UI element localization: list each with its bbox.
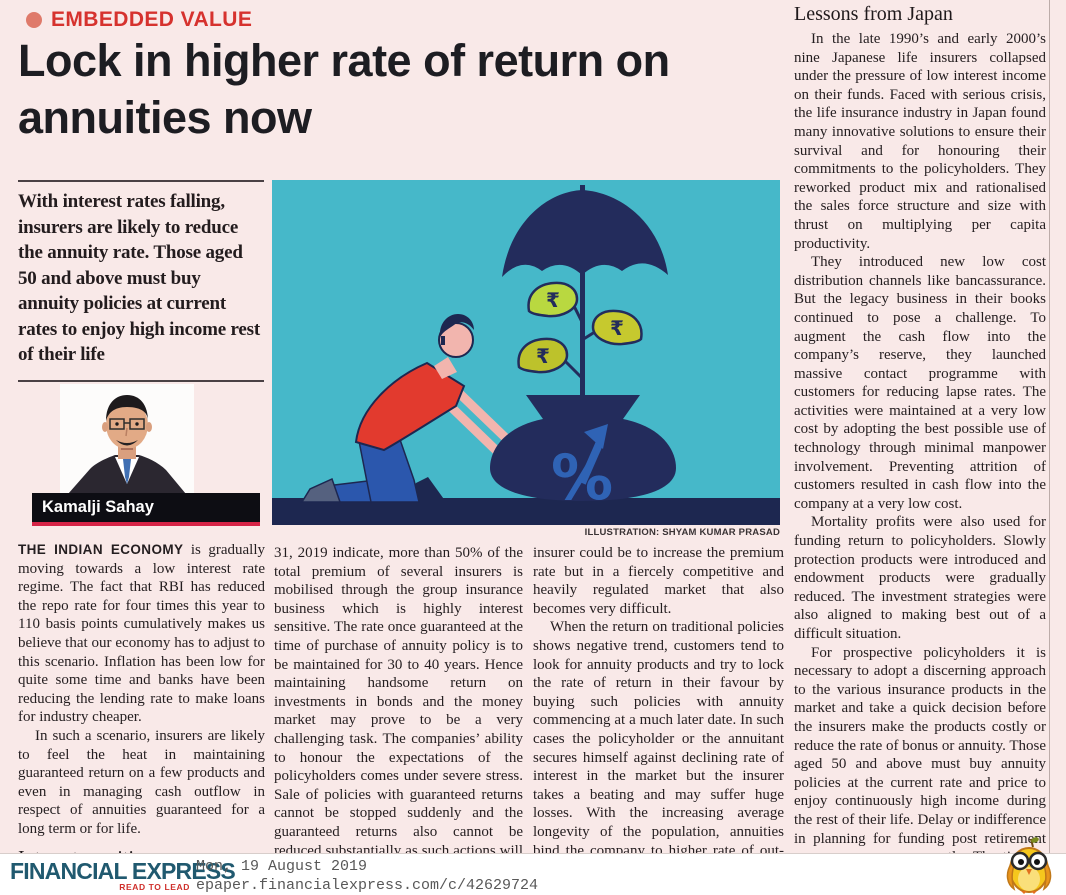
financial-express-logo: FINANCIAL EXPRESS READ TO LEAD <box>10 858 236 892</box>
epaper-footer-bar: FINANCIAL EXPRESS READ TO LEAD Mon, 19 A… <box>0 853 1066 895</box>
brand-tagline: READ TO LEAD <box>119 882 190 892</box>
photo-caption: Kamalji Sahay <box>32 493 260 526</box>
crosshead-lessons-from-japan: Lessons from Japan <box>794 3 953 25</box>
article-column-1: THE INDIAN ECONOMY is gradually moving t… <box>18 541 265 892</box>
paragraph: They introduced new low cost distributio… <box>794 254 1046 512</box>
paragraph: insurer could be to increase the premium… <box>533 545 784 617</box>
author-photo <box>60 384 194 494</box>
rupee-leaf-left: ₹ <box>517 337 569 374</box>
section-kicker: EMBEDDED VALUE <box>51 8 253 31</box>
paragraph: In such a scenario, insurers are likely … <box>18 727 265 837</box>
epaper-meta: Mon, 19 August 2019 epaper.financialexpr… <box>196 857 538 895</box>
bullet-dot-icon <box>26 12 42 28</box>
paragraph: 31, 2019 indicate, more than 50% of the … <box>274 545 523 895</box>
paragraph: In the late 1990’s and early 2000’s nine… <box>794 31 1046 252</box>
portrait-illustration <box>60 384 194 494</box>
article-column-2: 31, 2019 indicate, more than 50% of the … <box>274 544 523 895</box>
author-name: Kamalji Sahay <box>32 493 260 522</box>
illustration-credit: ILLUSTRATION: SHYAM KUMAR PRASAD <box>584 527 780 538</box>
rupee-symbol: ₹ <box>546 288 560 312</box>
illustration-canvas: ₹ ₹ ₹ <box>272 180 780 525</box>
edition-date: Mon, 19 August 2019 <box>196 858 368 875</box>
up-arrow-icon <box>578 424 608 485</box>
standfirst: With interest rates falling, insurers ar… <box>18 180 264 382</box>
article-column-3: insurer could be to increase the premium… <box>533 544 784 895</box>
paragraph: THE INDIAN ECONOMY is gradually moving t… <box>18 541 265 727</box>
rupee-symbol: ₹ <box>610 316 624 340</box>
epaper-url[interactable]: epaper.financialexpress.com/c/42629724 <box>196 877 539 894</box>
lead-in-caps: THE INDIAN ECONOMY <box>18 542 184 557</box>
rupee-symbol: ₹ <box>536 344 550 368</box>
column-divider <box>1049 0 1050 853</box>
money-pot: % <box>490 395 676 514</box>
article-column-japan: Lessons from Japan In the late 1990’s an… <box>794 2 1046 895</box>
paragraph: Mortality profits were also used for fun… <box>794 514 1046 642</box>
kneeling-man <box>300 314 527 503</box>
rupee-leaf-top: ₹ <box>527 281 579 318</box>
owl-mascot-icon <box>1006 837 1052 894</box>
plant-stem <box>580 185 585 405</box>
rupee-leaf-right: ₹ <box>591 309 643 346</box>
brand-name: FINANCIAL EXPRESS <box>10 858 236 884</box>
money-plant-illustration: ₹ ₹ ₹ <box>272 180 780 525</box>
headline: Lock in higher rate of return on annuiti… <box>18 35 670 143</box>
paragraph-text: is gradually moving towards a low intere… <box>18 542 265 726</box>
umbrella-icon <box>502 190 668 277</box>
kicker-row: EMBEDDED VALUE <box>26 8 252 32</box>
